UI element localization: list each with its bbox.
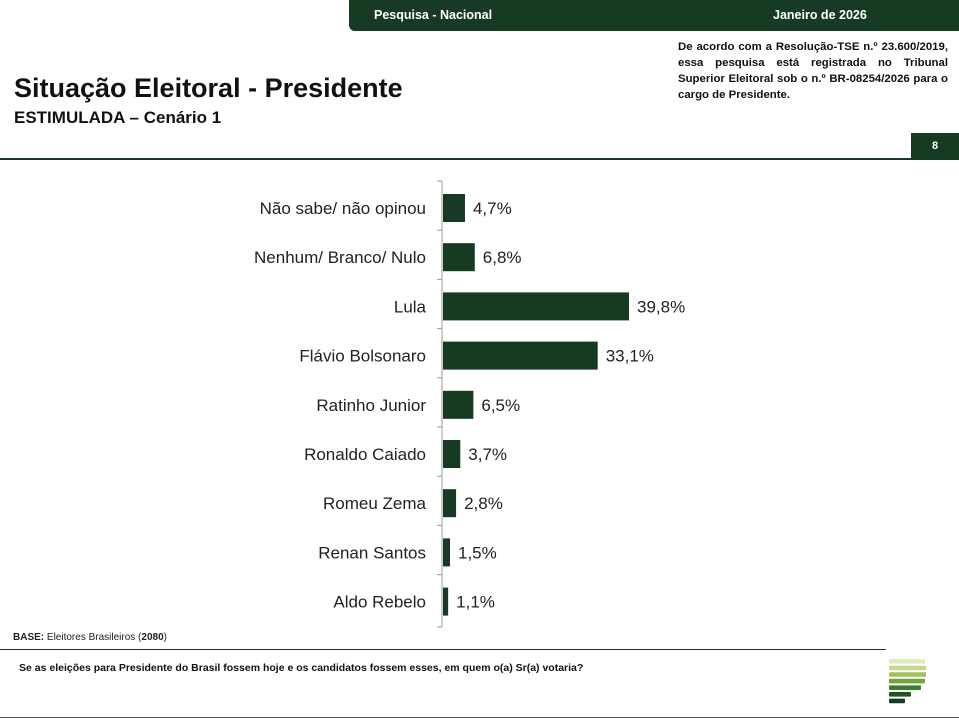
base-note: BASE: Eleitores Brasileiros (2080) [13, 632, 167, 643]
category-label: Lula [394, 297, 427, 316]
logo-stripe [889, 659, 925, 664]
logo-stripe [889, 678, 925, 684]
value-label: 1,5% [458, 543, 497, 562]
header-divider [0, 158, 959, 160]
logo-stripe [889, 665, 926, 671]
tse-registration-notice: De acordo com a Resolução-TSE n.º 23.600… [678, 41, 948, 101]
bar [443, 243, 475, 272]
base-text: Eleitores Brasileiros ( [46, 632, 142, 643]
base-label: BASE: [13, 632, 45, 643]
base-count: 2080 [141, 632, 164, 643]
logo-stripe [889, 692, 911, 697]
value-label: 1,1% [456, 593, 495, 612]
value-label: 2,8% [464, 494, 503, 513]
header-bar: Pesquisa - Nacional Janeiro de 2026 [349, 0, 959, 31]
category-label: Flávio Bolsonaro [299, 347, 426, 366]
survey-question: Se as eleições para Presidente do Brasil… [19, 662, 584, 674]
bottom-divider [0, 717, 959, 718]
value-label: 33,1% [606, 347, 654, 366]
footer-divider [0, 649, 886, 650]
value-label: 4,7% [473, 199, 512, 218]
bar [443, 538, 451, 567]
bar [443, 390, 474, 419]
category-label: Romeu Zema [323, 494, 427, 513]
value-label: 3,7% [468, 445, 507, 464]
bar [443, 440, 461, 468]
category-label: Nenhum/ Branco/ Nulo [254, 248, 426, 267]
page-title: Situação Eleitoral - Presidente [14, 73, 403, 103]
logo-stripe [889, 698, 905, 704]
bar [443, 489, 457, 518]
logo-stripe [889, 685, 921, 690]
page-number: 8 [911, 133, 959, 159]
value-label: 39,8% [637, 297, 685, 316]
category-label: Aldo Rebelo [333, 593, 426, 612]
category-label: Não sabe/ não opinou [260, 199, 426, 218]
survey-scope-label: Pesquisa - Nacional [374, 8, 493, 22]
bar [443, 194, 465, 222]
category-label: Renan Santos [318, 543, 426, 562]
survey-date-label: Janeiro de 2026 [773, 8, 867, 22]
value-label: 6,5% [481, 396, 520, 415]
category-label: Ratinho Junior [316, 396, 426, 415]
base-close: ) [163, 632, 167, 643]
institute-logo [889, 659, 926, 704]
page-subtitle: ESTIMULADA – Cenário 1 [14, 108, 222, 127]
bar [443, 292, 629, 321]
logo-stripe [889, 672, 926, 677]
bar-chart: Não sabe/ não opinou 4,7% Nenhum/ Branco/ … [254, 180, 685, 628]
bar [443, 587, 449, 616]
category-label: Ronaldo Caiado [304, 445, 426, 464]
bar [443, 341, 598, 370]
value-label: 6,8% [483, 248, 522, 267]
